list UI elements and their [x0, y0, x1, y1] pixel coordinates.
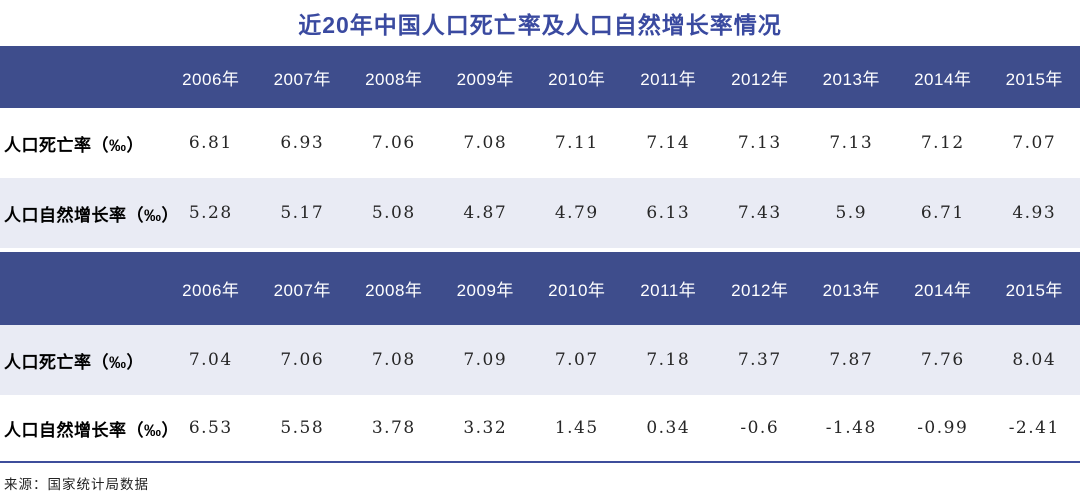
value-cell: 7.13 — [737, 133, 782, 153]
table-upper-header-row: 2006年 2007年 2008年 2009年 2010年 2011年 2012… — [0, 46, 1080, 108]
row-death-rate-lower: 人口死亡率（‰） 7.04 7.06 7.08 7.09 7.07 7.18 7… — [0, 325, 1080, 395]
footer-divider — [0, 461, 1080, 463]
table-lower-header-row: 2006年 2007年 2008年 2009年 2010年 2011年 2012… — [0, 252, 1080, 325]
value-cell: 4.87 — [463, 203, 508, 223]
value-cell: 7.13 — [829, 133, 874, 153]
value-cell: 5.08 — [371, 203, 416, 223]
row-label: 人口死亡率（‰） — [4, 352, 144, 372]
value-cell: 7.14 — [646, 133, 691, 153]
value-cell: 5.28 — [188, 203, 233, 223]
value-cell: 7.43 — [737, 203, 782, 223]
value-cell: 0.34 — [646, 418, 691, 438]
value-cell: -0.99 — [917, 418, 969, 438]
value-cell: -2.41 — [1008, 418, 1060, 438]
value-cell: 7.06 — [371, 133, 416, 153]
page-title: 近20年中国人口死亡率及人口自然增长率情况 — [298, 12, 782, 38]
year-cell: 2006年 — [182, 69, 240, 89]
source-note: 来源：国家统计局数据 — [4, 477, 149, 492]
row-label: 人口死亡率（‰） — [4, 135, 144, 155]
row-growth-rate-lower: 人口自然增长率（‰） 6.53 5.58 3.78 3.32 1.45 0.34… — [0, 395, 1080, 461]
year-cell: 2014年 — [914, 69, 972, 89]
value-cell: 7.07 — [554, 350, 599, 370]
year-cell: 2012年 — [731, 281, 789, 300]
value-cell: 5.9 — [835, 203, 868, 223]
table-lower: 2006年 2007年 2008年 2009年 2010年 2011年 2012… — [0, 252, 1080, 461]
value-cell: 7.87 — [829, 350, 874, 370]
year-cell: 2011年 — [640, 281, 697, 300]
value-cell: 5.17 — [280, 203, 325, 223]
value-cell: -1.48 — [825, 418, 877, 438]
year-cell: 2007年 — [273, 281, 331, 300]
value-cell: 7.12 — [920, 133, 965, 153]
value-cell: 6.81 — [188, 133, 233, 153]
year-cell: 2013年 — [822, 281, 880, 300]
row-death-rate-upper: 人口死亡率（‰） 6.81 6.93 7.06 7.08 7.11 7.14 7… — [0, 108, 1080, 178]
year-cell: 2014年 — [914, 281, 972, 300]
year-cell: 2012年 — [731, 69, 789, 89]
value-cell: 5.58 — [280, 418, 325, 438]
value-cell: 6.13 — [646, 203, 691, 223]
year-cell: 2010年 — [548, 69, 606, 89]
value-cell: 6.53 — [188, 418, 233, 438]
row-label: 人口自然增长率（‰） — [4, 420, 179, 440]
value-cell: 4.79 — [554, 203, 599, 223]
value-cell: 7.08 — [463, 133, 508, 153]
value-cell: 6.93 — [280, 133, 325, 153]
value-cell: 7.08 — [371, 350, 416, 370]
year-cell: 2009年 — [456, 281, 514, 300]
value-cell: -0.6 — [740, 418, 780, 438]
value-cell: 7.09 — [463, 350, 508, 370]
row-growth-rate-upper: 人口自然增长率（‰） 5.28 5.17 5.08 4.87 4.79 6.13… — [0, 178, 1080, 248]
section-gap — [0, 248, 1080, 252]
year-cell: 2007年 — [273, 69, 331, 89]
table-upper: 2006年 2007年 2008年 2009年 2010年 2011年 2012… — [0, 46, 1080, 248]
year-cell: 2006年 — [182, 281, 240, 300]
value-cell: 7.18 — [646, 350, 691, 370]
value-cell: 7.76 — [920, 350, 965, 370]
year-cell: 2008年 — [365, 69, 423, 89]
value-cell: 7.04 — [188, 350, 233, 370]
value-cell: 3.78 — [371, 418, 416, 438]
value-cell: 8.04 — [1012, 350, 1057, 370]
value-cell: 4.93 — [1012, 203, 1057, 223]
year-cell: 2011年 — [640, 69, 697, 89]
year-cell: 2015年 — [1005, 69, 1063, 89]
year-cell: 2015年 — [1005, 281, 1063, 300]
year-cell: 2013年 — [822, 69, 880, 89]
value-cell: 7.37 — [737, 350, 782, 370]
row-label: 人口自然增长率（‰） — [4, 205, 179, 225]
year-cell: 2009年 — [456, 69, 514, 89]
value-cell: 7.07 — [1012, 133, 1057, 153]
value-cell: 7.06 — [280, 350, 325, 370]
year-cell: 2010年 — [548, 281, 606, 300]
value-cell: 7.11 — [554, 133, 599, 153]
value-cell: 3.32 — [463, 418, 508, 438]
year-cell: 2008年 — [365, 281, 423, 300]
value-cell: 1.45 — [554, 418, 599, 438]
value-cell: 6.71 — [920, 203, 965, 223]
